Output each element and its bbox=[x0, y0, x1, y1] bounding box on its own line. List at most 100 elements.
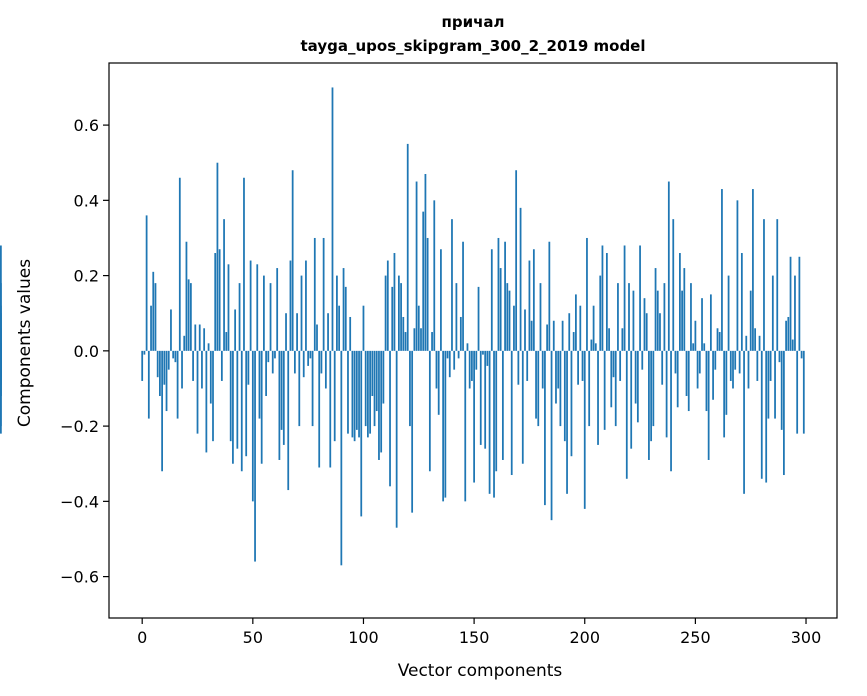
bar-210 bbox=[605, 253, 608, 351]
bar-298 bbox=[800, 350, 803, 359]
bar-57 bbox=[267, 350, 270, 363]
bar-276 bbox=[752, 189, 754, 351]
bar-55 bbox=[263, 275, 265, 351]
bar-207 bbox=[599, 275, 602, 351]
bar-244 bbox=[681, 290, 683, 351]
bar-159 bbox=[493, 350, 495, 498]
bar-52 bbox=[256, 264, 259, 351]
bar-161 bbox=[497, 237, 500, 351]
bar-192 bbox=[566, 350, 568, 494]
x-tick-label: 250 bbox=[680, 628, 711, 647]
y-tick-label: 0.6 bbox=[74, 116, 99, 135]
bar-184 bbox=[548, 241, 551, 351]
bar-80 bbox=[318, 350, 321, 468]
bar-83 bbox=[324, 350, 327, 389]
bar-41 bbox=[232, 350, 234, 464]
bar-14 bbox=[172, 350, 175, 359]
bar-2 bbox=[145, 215, 148, 351]
bar-273 bbox=[745, 335, 748, 351]
bar-153 bbox=[479, 350, 482, 445]
bar-131 bbox=[431, 332, 433, 351]
bar-15 bbox=[174, 350, 177, 363]
bar-133 bbox=[435, 350, 438, 389]
y-axis-label: Components values bbox=[15, 259, 35, 427]
bar-172 bbox=[521, 350, 524, 464]
bar-226 bbox=[641, 350, 644, 370]
bar-95 bbox=[351, 350, 354, 438]
bar-3 bbox=[147, 350, 150, 419]
bar-198 bbox=[579, 305, 582, 351]
bar-154 bbox=[482, 350, 484, 355]
bar-39 bbox=[227, 264, 230, 351]
bar-130 bbox=[428, 350, 431, 472]
bar-70 bbox=[296, 313, 298, 351]
bar-187 bbox=[555, 350, 557, 404]
bar-62 bbox=[278, 350, 281, 460]
bar-71 bbox=[298, 350, 301, 427]
bar-116 bbox=[397, 275, 400, 351]
bar-185 bbox=[550, 350, 553, 521]
bar-61 bbox=[276, 268, 279, 351]
x-tick-label: 200 bbox=[569, 628, 600, 647]
bar-86 bbox=[331, 87, 334, 351]
bar-59 bbox=[271, 350, 274, 374]
bar-294 bbox=[791, 339, 794, 351]
bar-175 bbox=[528, 260, 531, 351]
bar-164 bbox=[504, 241, 506, 351]
bar-268 bbox=[734, 350, 737, 370]
bar-209 bbox=[603, 350, 606, 430]
bar-287 bbox=[776, 219, 779, 351]
bar-141 bbox=[453, 350, 456, 370]
x-tick-label: 0 bbox=[137, 628, 147, 647]
x-tick-label: 150 bbox=[459, 628, 490, 647]
bar-33 bbox=[214, 253, 217, 351]
bar-25 bbox=[196, 350, 199, 434]
bar-284 bbox=[769, 350, 772, 381]
bar-115 bbox=[395, 350, 398, 528]
bar-203 bbox=[590, 339, 593, 351]
bar-217 bbox=[621, 328, 624, 351]
bar-124 bbox=[415, 181, 418, 351]
bar-16 bbox=[176, 350, 179, 419]
bar-24 bbox=[194, 324, 197, 351]
bar-251 bbox=[696, 350, 699, 389]
bar-224 bbox=[636, 350, 639, 423]
bar-76 bbox=[309, 350, 312, 359]
bar-148 bbox=[468, 350, 471, 389]
bar-157 bbox=[488, 350, 491, 494]
bar-91 bbox=[342, 268, 345, 351]
bar-90 bbox=[340, 350, 343, 566]
bar-169 bbox=[515, 170, 518, 351]
bar-149 bbox=[471, 350, 473, 381]
bar-142 bbox=[455, 283, 458, 351]
bar-155 bbox=[484, 350, 487, 449]
bar-197 bbox=[577, 350, 579, 385]
bar-135 bbox=[440, 249, 442, 351]
bar-264 bbox=[725, 350, 728, 415]
bar-283 bbox=[767, 350, 770, 419]
bar-151 bbox=[475, 350, 478, 370]
bar-166 bbox=[508, 290, 511, 351]
bar-246 bbox=[685, 350, 688, 396]
bar-98 bbox=[358, 350, 360, 438]
bar-183 bbox=[546, 324, 549, 351]
bar-22 bbox=[189, 283, 192, 351]
bar-182 bbox=[544, 350, 546, 506]
y-tick-label: 0.2 bbox=[74, 267, 99, 286]
bar-293 bbox=[789, 256, 792, 351]
bar-85 bbox=[329, 350, 332, 468]
x-axis-label: Vector components bbox=[398, 661, 563, 681]
bar-282 bbox=[765, 350, 768, 483]
bar-204 bbox=[592, 305, 595, 351]
bar-214 bbox=[614, 350, 617, 427]
bar-272 bbox=[743, 350, 745, 494]
bar-42 bbox=[234, 309, 237, 351]
bar-173 bbox=[524, 309, 526, 351]
bar-205 bbox=[594, 343, 597, 351]
bar-274 bbox=[747, 350, 750, 389]
bar-136 bbox=[442, 350, 445, 502]
bar-30 bbox=[207, 343, 210, 351]
bar-145 bbox=[462, 241, 464, 351]
bar-189 bbox=[559, 350, 562, 427]
bar-126 bbox=[420, 328, 422, 351]
